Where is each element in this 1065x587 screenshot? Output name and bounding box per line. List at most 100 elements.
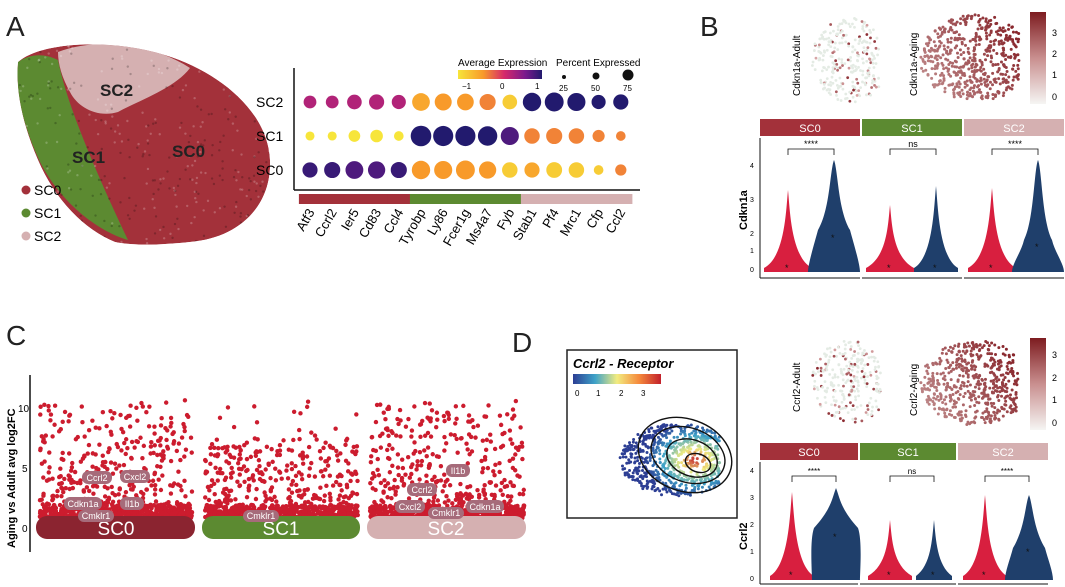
umap-cell [828, 372, 832, 376]
inset-cell [618, 456, 622, 460]
volcano-point [354, 491, 360, 497]
volcano-point [50, 505, 56, 510]
umap-cell [223, 108, 227, 111]
volcano-point [343, 442, 348, 448]
volcano-point [431, 499, 436, 504]
inset-cell [648, 455, 652, 459]
umap-cell [186, 165, 189, 168]
umap-cell [833, 389, 837, 393]
umap-cell [842, 397, 846, 401]
volcano-point [55, 488, 60, 494]
volcano-point [390, 463, 395, 468]
umap-cell [989, 18, 993, 22]
volcano-point [228, 471, 234, 476]
umap-cell [832, 29, 835, 33]
umap-cell [955, 30, 959, 34]
volcano-point [63, 508, 69, 514]
volcano-point [152, 471, 157, 477]
umap-cell [816, 370, 820, 374]
volcano-point [149, 483, 154, 488]
volcano-point [61, 489, 66, 495]
umap-cell [827, 412, 831, 415]
volcano-point [343, 494, 348, 499]
umap-cell [234, 169, 237, 172]
inset-cell [677, 494, 681, 498]
legend-percent-tick: 75 [623, 84, 632, 93]
umap-cell [960, 359, 964, 363]
umap-cell [921, 69, 925, 73]
dotplot-group-bar [298, 194, 633, 204]
umap-cell [850, 64, 853, 68]
umap-cell [166, 67, 169, 70]
umap-cell [116, 44, 120, 46]
volcano-point [93, 452, 98, 457]
umap-cell [828, 346, 832, 350]
volcano-point [148, 505, 154, 511]
volcano-point [375, 467, 380, 472]
umap-cell [863, 363, 867, 367]
umap-cell [834, 59, 838, 63]
umap-cell [79, 214, 82, 217]
umap-cell [1006, 38, 1010, 42]
umap-cell [50, 62, 54, 66]
umap-cell [148, 153, 151, 157]
volcano-point [156, 477, 161, 482]
inset-cell [651, 484, 655, 488]
umap-cell [819, 81, 823, 85]
inset-cell [632, 447, 636, 451]
umap-cell [249, 179, 252, 183]
umap-cell [854, 65, 857, 69]
inset-cell [623, 444, 627, 448]
volcano-point [480, 470, 485, 475]
volcano-point [111, 504, 116, 510]
umap-cell [63, 237, 67, 240]
volcano-point [502, 477, 507, 483]
volcano-point [520, 444, 525, 449]
umap-cell [946, 40, 950, 44]
inset-cell [624, 447, 628, 451]
inset-cell [698, 436, 702, 440]
volcano-ylabel: Aging vs Adult avg log2FC [6, 408, 18, 548]
volcano-point [213, 465, 218, 470]
volcano-point [302, 504, 308, 510]
umap-cell [974, 35, 978, 39]
volcano-point [170, 483, 175, 489]
inset-cell [632, 437, 636, 441]
umap-cell [990, 352, 994, 356]
inset-cell [648, 459, 652, 463]
dotplot: SC2 SC1 SC0 Atf3Ccrl2Ier5Cd83Ccl4TyrobpL… [256, 58, 641, 249]
umap-cell [1007, 75, 1011, 79]
umap-cell [842, 395, 846, 398]
umap-cell [1001, 77, 1005, 81]
umap-cell [36, 122, 39, 125]
umap-cell [846, 76, 850, 80]
umap-cell [94, 214, 97, 217]
umap-cell [973, 13, 977, 17]
inset-cell [658, 457, 662, 461]
umap-cell [143, 207, 146, 210]
dotplot-dot [325, 95, 339, 109]
umap-cell [177, 227, 180, 231]
gene-tag-label: Cxcl2 [399, 502, 422, 512]
umap-cell [844, 40, 848, 44]
umap-cell [926, 59, 930, 63]
umap-cell [109, 103, 113, 106]
umap-cell [841, 64, 844, 67]
gene-tag [82, 471, 112, 484]
umap-cell [193, 215, 196, 219]
volcano-point [104, 423, 109, 429]
dotplot-row-label: SC0 [256, 162, 283, 178]
volcano-point [238, 448, 243, 453]
volcano-point [406, 496, 412, 501]
umap-cell [848, 59, 852, 63]
umap-cell [975, 79, 979, 83]
umap-cell [941, 25, 945, 29]
umap-cell [934, 54, 938, 58]
volcano-point [339, 488, 344, 493]
volcano-point [482, 454, 488, 460]
volcano-point [108, 460, 114, 465]
umap-cell [980, 346, 984, 350]
umap-cell [55, 49, 59, 53]
umap-cell [120, 240, 123, 244]
